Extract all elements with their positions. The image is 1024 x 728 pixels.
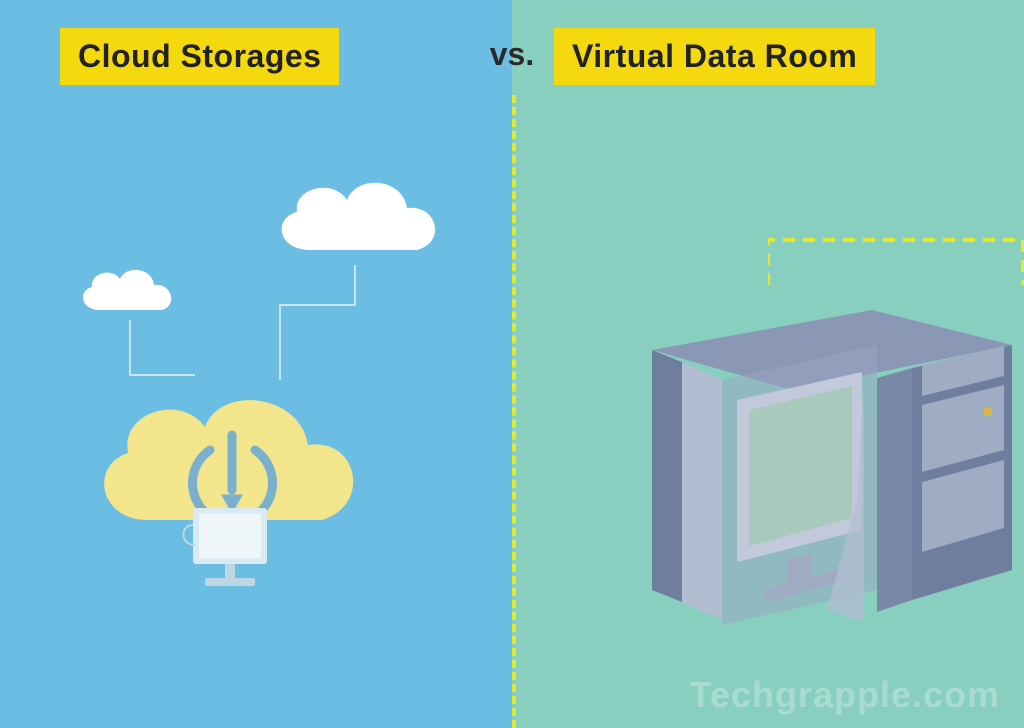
infographic-canvas: Cloud Storages xyxy=(0,0,1024,728)
left-panel: Cloud Storages xyxy=(0,0,512,728)
title-right-text: Virtual Data Room xyxy=(572,38,857,74)
medium-cloud-icon xyxy=(265,160,455,270)
watermark-label: Techgrapple.com xyxy=(690,674,1000,715)
branch-connector xyxy=(768,230,1024,290)
title-cloud-storages: Cloud Storages xyxy=(60,28,339,85)
title-left-text: Cloud Storages xyxy=(78,38,321,74)
server-cabinet-icon xyxy=(612,290,1024,650)
right-panel: Virtual Data Room xyxy=(512,0,1024,728)
vs-label: vs. xyxy=(490,36,534,73)
small-monitor-icon xyxy=(175,500,285,610)
small-cloud-icon xyxy=(70,255,190,325)
watermark-text: Techgrapple.com xyxy=(690,674,1000,716)
title-virtual-data-room: Virtual Data Room xyxy=(554,28,875,85)
vs-text: vs. xyxy=(490,36,534,72)
vertical-divider xyxy=(512,95,516,728)
